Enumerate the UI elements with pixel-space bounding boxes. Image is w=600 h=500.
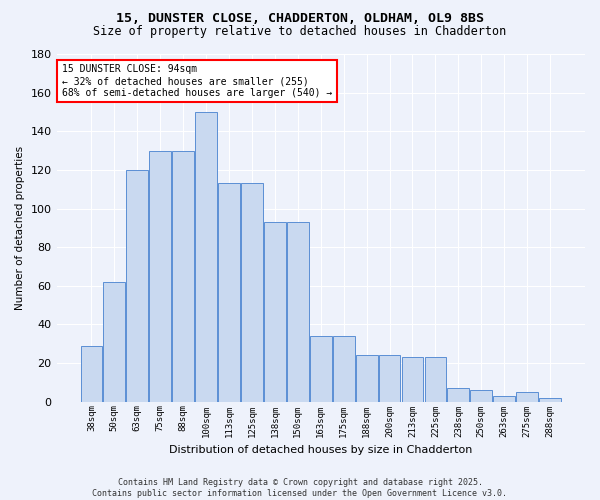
Text: Contains HM Land Registry data © Crown copyright and database right 2025.
Contai: Contains HM Land Registry data © Crown c… bbox=[92, 478, 508, 498]
Bar bbox=[103, 282, 125, 402]
Text: 15, DUNSTER CLOSE, CHADDERTON, OLDHAM, OL9 8BS: 15, DUNSTER CLOSE, CHADDERTON, OLDHAM, O… bbox=[116, 12, 484, 26]
Y-axis label: Number of detached properties: Number of detached properties bbox=[15, 146, 25, 310]
Bar bbox=[218, 184, 240, 402]
Bar bbox=[264, 222, 286, 402]
Bar bbox=[516, 392, 538, 402]
Bar bbox=[241, 184, 263, 402]
X-axis label: Distribution of detached houses by size in Chadderton: Distribution of detached houses by size … bbox=[169, 445, 472, 455]
Bar bbox=[172, 150, 194, 402]
Bar bbox=[448, 388, 469, 402]
Bar bbox=[493, 396, 515, 402]
Bar bbox=[310, 336, 332, 402]
Text: 15 DUNSTER CLOSE: 94sqm
← 32% of detached houses are smaller (255)
68% of semi-d: 15 DUNSTER CLOSE: 94sqm ← 32% of detache… bbox=[62, 64, 332, 98]
Bar bbox=[470, 390, 492, 402]
Text: Size of property relative to detached houses in Chadderton: Size of property relative to detached ho… bbox=[94, 25, 506, 38]
Bar bbox=[356, 356, 377, 402]
Bar bbox=[379, 356, 400, 402]
Bar bbox=[425, 357, 446, 402]
Bar bbox=[80, 346, 103, 402]
Bar bbox=[333, 336, 355, 402]
Bar bbox=[149, 150, 171, 402]
Bar bbox=[127, 170, 148, 402]
Bar bbox=[401, 357, 424, 402]
Bar bbox=[287, 222, 309, 402]
Bar bbox=[539, 398, 561, 402]
Bar bbox=[195, 112, 217, 402]
